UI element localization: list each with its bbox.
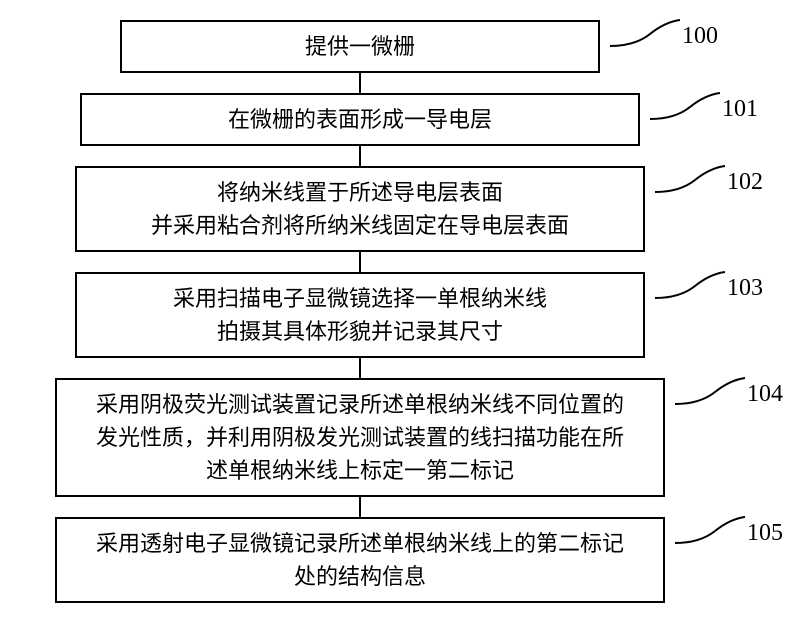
step-label-wrap-1: 101 [650, 89, 758, 121]
step-label-5: 105 [747, 521, 783, 545]
flow-step-4: 采用阴极荧光测试装置记录所述单根纳米线不同位置的发光性质，并利用阴极发光测试装置… [55, 378, 665, 497]
label-connector-curve [675, 374, 745, 406]
connector-2 [359, 252, 361, 272]
label-connector-curve [650, 89, 720, 121]
flow-step-text-3: 采用扫描电子显微镜选择一单根纳米线拍摄其具体形貌并记录其尺寸 [173, 282, 547, 348]
flowchart-container: 提供一微栅100 在微栅的表面形成一导电层101 将纳米线置于所述导电层表面并采用粘… [40, 20, 680, 603]
connector-4 [359, 497, 361, 517]
step-label-wrap-4: 104 [675, 374, 783, 406]
flow-step-3: 采用扫描电子显微镜选择一单根纳米线拍摄其具体形貌并记录其尺寸103 [75, 272, 645, 358]
step-label-wrap-5: 105 [675, 513, 783, 545]
flow-step-text-5: 采用透射电子显微镜记录所述单根纳米线上的第二标记处的结构信息 [96, 527, 624, 593]
label-connector-curve [655, 162, 725, 194]
flow-step-0: 提供一微栅100 [120, 20, 600, 73]
flow-step-text-2: 将纳米线置于所述导电层表面并采用粘合剂将所纳米线固定在导电层表面 [151, 176, 569, 242]
step-label-2: 102 [727, 170, 763, 194]
step-label-0: 100 [682, 24, 718, 48]
step-label-wrap-3: 103 [655, 268, 763, 300]
connector-3 [359, 358, 361, 378]
step-label-wrap-0: 100 [610, 16, 718, 48]
flow-step-2: 将纳米线置于所述导电层表面并采用粘合剂将所纳米线固定在导电层表面102 [75, 166, 645, 252]
flow-step-text-0: 提供一微栅 [305, 30, 415, 63]
step-label-3: 103 [727, 276, 763, 300]
step-label-wrap-2: 102 [655, 162, 763, 194]
label-connector-curve [610, 16, 680, 48]
label-connector-curve [655, 268, 725, 300]
step-label-1: 101 [722, 97, 758, 121]
label-connector-curve [675, 513, 745, 545]
connector-0 [359, 73, 361, 93]
flow-step-1: 在微栅的表面形成一导电层101 [80, 93, 640, 146]
flow-step-text-4: 采用阴极荧光测试装置记录所述单根纳米线不同位置的发光性质，并利用阴极发光测试装置… [96, 388, 624, 487]
step-label-4: 104 [747, 382, 783, 406]
flow-step-text-1: 在微栅的表面形成一导电层 [228, 103, 492, 136]
flow-step-5: 采用透射电子显微镜记录所述单根纳米线上的第二标记处的结构信息105 [55, 517, 665, 603]
connector-1 [359, 146, 361, 166]
